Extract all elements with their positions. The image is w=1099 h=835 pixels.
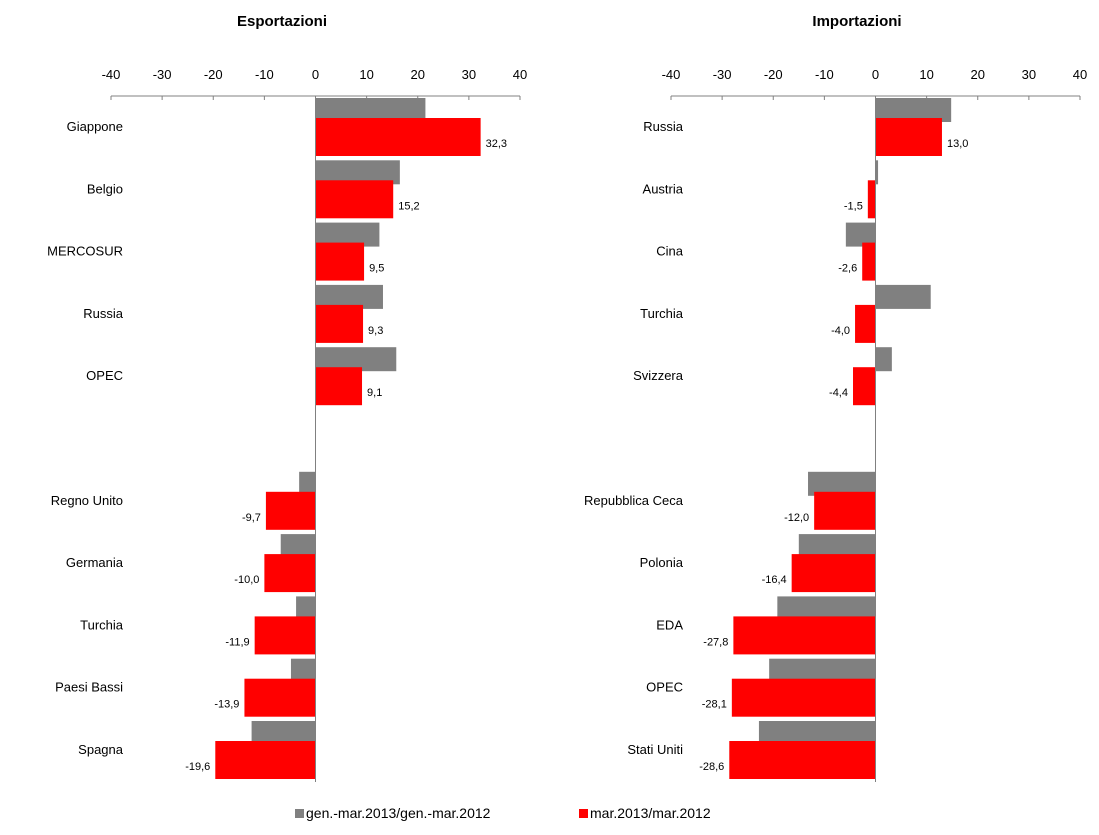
bar-mar (315, 180, 394, 219)
x-tick-label: -30 (713, 67, 732, 82)
bar-mar (855, 304, 876, 343)
category-label: Turchia (80, 617, 124, 632)
bar-mar (315, 304, 364, 343)
bar-gen-mar (875, 284, 931, 309)
bar-mar (729, 741, 876, 779)
category-label: Cina (656, 244, 684, 259)
data-label: 32,3 (486, 138, 507, 150)
exports-panel: Esportazioni -40 -30 -20 -10 0 10 20 30 40 Giappon… (47, 13, 527, 782)
category-label: Regno Unito (51, 493, 123, 508)
data-label: 9,1 (367, 387, 382, 399)
bar-mar (244, 678, 316, 717)
bar-gen-mar (875, 160, 879, 185)
category-label: Repubblica Ceca (584, 493, 684, 508)
x-tick-label: 30 (1022, 67, 1036, 82)
data-label: -28,1 (702, 699, 727, 711)
bar-mar (875, 118, 942, 156)
data-label: -4,4 (829, 387, 848, 399)
x-tick-label: 30 (462, 67, 476, 82)
x-tick-label: -40 (662, 67, 681, 82)
x-tick-label: 10 (359, 67, 373, 82)
category-label: Germania (66, 555, 124, 570)
data-label: 15,2 (398, 200, 419, 212)
category-label: OPEC (86, 368, 123, 383)
category-label: Belgio (87, 181, 123, 196)
legend-label: mar.2013/mar.2012 (590, 805, 711, 821)
x-tick-label: 40 (513, 67, 527, 82)
bar-gen-mar (296, 596, 316, 621)
data-label: -11,9 (225, 636, 249, 648)
legend: gen.-mar.2013/gen.-mar.2012 mar.2013/mar.… (295, 805, 711, 821)
category-label: Russia (83, 306, 124, 321)
bar-gen-mar (299, 471, 316, 496)
bar-mar (254, 616, 316, 655)
category-label: Paesi Bassi (55, 680, 123, 695)
bar-mar (862, 242, 876, 281)
bar-mar (264, 554, 316, 593)
data-label: -28,6 (699, 761, 724, 773)
x-tick-label: 0 (872, 67, 879, 82)
bar-mar (265, 491, 316, 530)
data-label: -27,8 (703, 636, 728, 648)
data-label: -10,0 (234, 574, 259, 586)
x-tick-label: -20 (204, 67, 223, 82)
x-tick-label: 40 (1073, 67, 1087, 82)
category-label: OPEC (646, 680, 683, 695)
category-label: MERCOSUR (47, 244, 123, 259)
data-label: -13,9 (214, 699, 239, 711)
bar-mar (315, 367, 363, 406)
data-label: 9,5 (369, 263, 384, 275)
chart-title: Esportazioni (237, 13, 327, 30)
bar-mar (215, 741, 316, 779)
bar-mar (867, 180, 876, 219)
x-tick-label: 10 (919, 67, 933, 82)
category-label: Stati Uniti (627, 742, 683, 757)
chart-title: Importazioni (812, 13, 901, 30)
category-label: EDA (656, 617, 683, 632)
bar-mar (791, 554, 876, 593)
legend-swatch (295, 809, 304, 818)
legend-label: gen.-mar.2013/gen.-mar.2012 (306, 805, 491, 821)
category-label: Turchia (640, 306, 684, 321)
x-tick-label: -30 (153, 67, 172, 82)
x-tick-label: 20 (411, 67, 425, 82)
x-tick-label: -10 (255, 67, 274, 82)
data-label: -1,5 (844, 200, 863, 212)
data-label: 9,3 (368, 325, 383, 337)
data-label: -4,0 (831, 325, 850, 337)
bar-mar (315, 242, 365, 281)
x-tick-label: 0 (312, 67, 319, 82)
bar-mar (731, 678, 876, 717)
imports-panel: Importazioni -40 -30 -20 -10 0 10 20 30 40 Russia 1… (584, 13, 1087, 782)
legend-swatch (579, 809, 588, 818)
data-label: -9,7 (242, 512, 261, 524)
bar-mar (733, 616, 876, 655)
x-tick-label: -40 (102, 67, 121, 82)
bar-mar (315, 118, 481, 156)
x-tick-label: 20 (971, 67, 985, 82)
bar-mar (853, 367, 876, 406)
data-label: 13,0 (947, 138, 968, 150)
data-label: -16,4 (762, 574, 787, 586)
bar-mar (814, 491, 876, 530)
bar-gen-mar (875, 347, 892, 372)
x-tick-label: -20 (764, 67, 783, 82)
x-tick-label: -10 (815, 67, 834, 82)
category-label: Polonia (640, 555, 684, 570)
data-label: -12,0 (784, 512, 809, 524)
data-label: -2,6 (838, 263, 857, 275)
category-label: Giappone (67, 119, 123, 134)
category-label: Spagna (78, 742, 124, 757)
category-label: Austria (643, 181, 684, 196)
data-label: -19,6 (185, 761, 210, 773)
category-label: Svizzera (633, 368, 684, 383)
category-label: Russia (643, 119, 684, 134)
